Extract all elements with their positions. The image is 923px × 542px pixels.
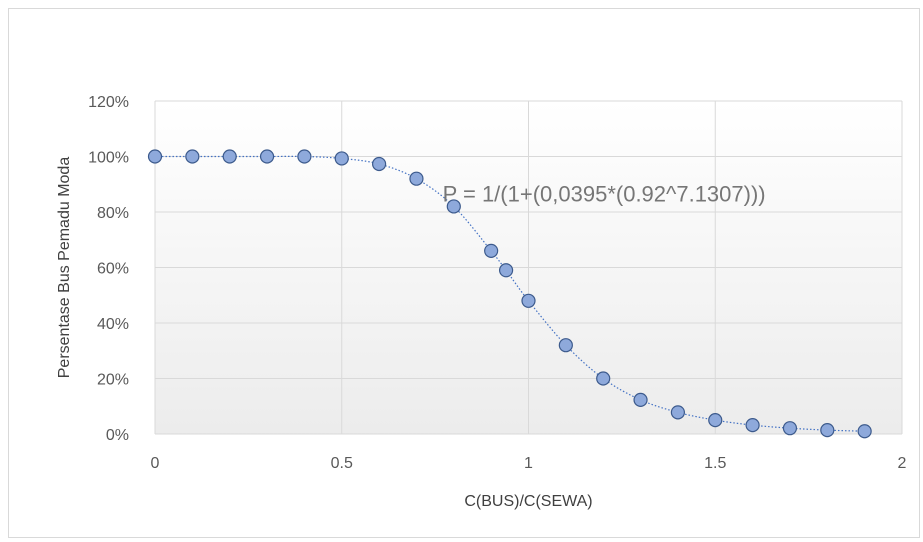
x-axis-tick-labels: 0 0.5 1 1.5 2 bbox=[151, 455, 907, 472]
data-point bbox=[670, 405, 686, 420]
y-tick-label: 20% bbox=[97, 372, 129, 389]
y-tick-label: 100% bbox=[88, 150, 129, 167]
y-tick-label: 120% bbox=[88, 94, 129, 111]
data-point bbox=[222, 149, 237, 164]
data-point bbox=[596, 371, 611, 386]
data-point bbox=[521, 293, 536, 308]
series-line bbox=[155, 155, 865, 432]
y-tick-label: 40% bbox=[97, 316, 129, 333]
data-point bbox=[857, 424, 872, 439]
data-point bbox=[708, 413, 723, 428]
x-tick-label: 2 bbox=[898, 455, 907, 472]
x-tick-label: 1 bbox=[524, 455, 533, 472]
chart-area: 0% 20% 40% 60% 80% 100% 120% 0 0.5 1 1.5 2 P = 1/(… bbox=[8, 8, 920, 538]
data-point bbox=[185, 149, 200, 164]
data-point bbox=[782, 421, 798, 436]
data-point bbox=[558, 338, 573, 353]
x-axis-title: C(BUS)/C(SEWA) bbox=[464, 493, 592, 510]
data-point bbox=[820, 423, 835, 438]
x-tick-label: 0.5 bbox=[331, 455, 353, 472]
y-axis-title: Persentase Bus Pemadu Moda bbox=[56, 157, 73, 379]
y-tick-label: 60% bbox=[97, 261, 129, 278]
data-point bbox=[446, 199, 461, 214]
y-tick-label: 0% bbox=[106, 427, 129, 444]
data-point bbox=[409, 171, 424, 186]
data-point bbox=[372, 156, 387, 172]
data-point bbox=[334, 151, 349, 166]
x-tick-label: 1.5 bbox=[704, 455, 726, 472]
x-tick-label: 0 bbox=[151, 455, 160, 472]
chart-svg: 0% 20% 40% 60% 80% 100% 120% 0 0.5 1 1.5 2 P = 1/(… bbox=[56, 94, 907, 510]
data-point bbox=[745, 418, 760, 433]
y-axis-tick-labels: 0% 20% 40% 60% 80% 100% 120% bbox=[88, 94, 129, 444]
y-tick-label: 80% bbox=[97, 205, 129, 222]
data-point bbox=[633, 392, 648, 407]
data-point bbox=[484, 243, 499, 258]
equation-annotation: P = 1/(1+(0,0395*(0.92^7.1307))) bbox=[443, 181, 766, 206]
data-point bbox=[259, 149, 275, 164]
data-points bbox=[147, 149, 872, 439]
data-point bbox=[297, 149, 312, 164]
data-point bbox=[147, 149, 163, 164]
data-point bbox=[498, 263, 514, 278]
